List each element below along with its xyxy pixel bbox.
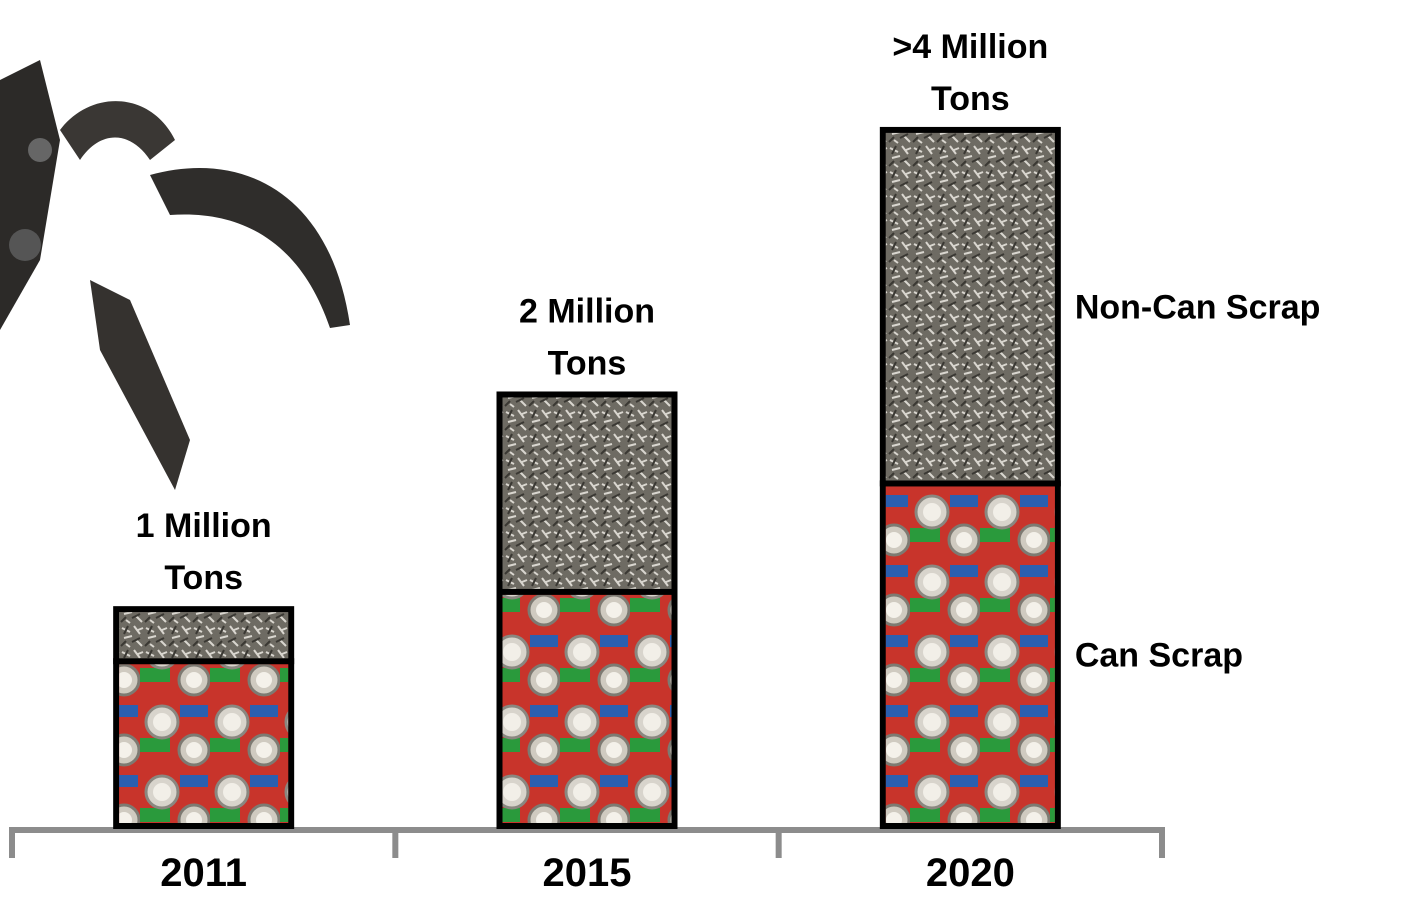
- series-label: Can Scrap: [1075, 637, 1243, 675]
- segment-texture: [885, 132, 1055, 481]
- series-label: Non-Can Scrap: [1075, 289, 1321, 327]
- gripper-illustration: [0, 60, 350, 490]
- x-tick-label: 2011: [160, 851, 247, 895]
- segment-texture: [502, 594, 672, 823]
- x-tick-label: 2020: [926, 851, 1015, 895]
- total-label: 1 Million: [136, 507, 272, 545]
- total-label: Tons: [164, 559, 243, 597]
- segment-texture: [502, 397, 672, 589]
- total-label: >4 Million: [892, 28, 1048, 66]
- total-label: Tons: [548, 344, 627, 382]
- x-tick-label: 2015: [543, 851, 632, 895]
- segment-texture: [119, 612, 289, 659]
- segment-texture: [119, 664, 289, 823]
- total-label: 2 Million: [519, 292, 655, 330]
- segment-texture: [885, 486, 1055, 823]
- total-label: Tons: [931, 80, 1010, 118]
